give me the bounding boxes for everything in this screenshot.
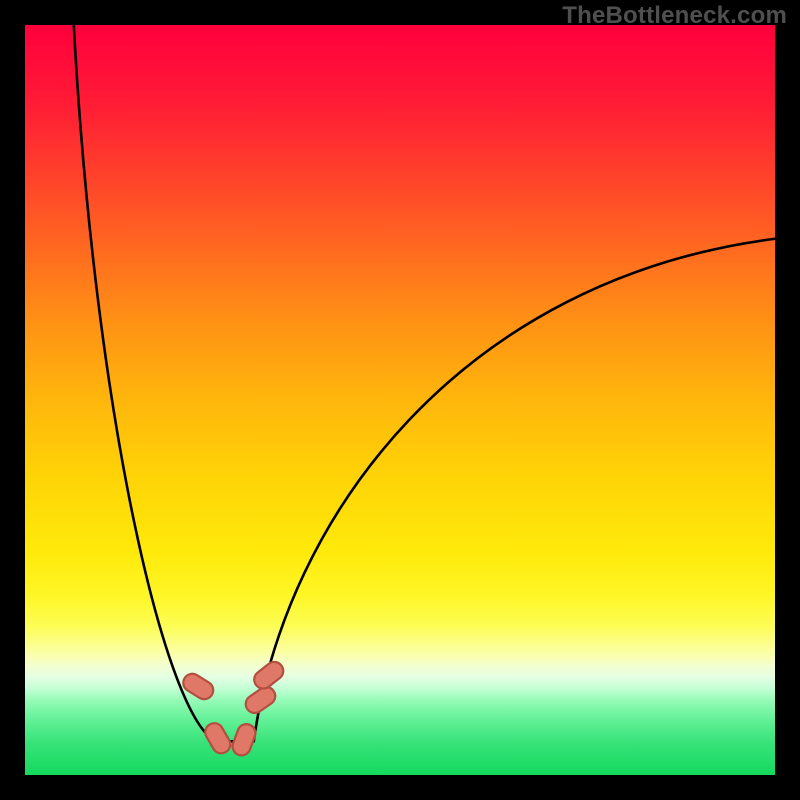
plot-area [25, 25, 775, 775]
watermark-text: TheBottleneck.com [562, 2, 787, 30]
plot-svg [25, 25, 775, 775]
